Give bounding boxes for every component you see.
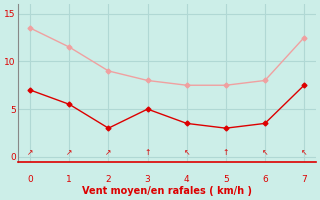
- Text: ↑: ↑: [144, 148, 151, 157]
- Text: ↖: ↖: [262, 148, 268, 157]
- X-axis label: Vent moyen/en rafales ( km/h ): Vent moyen/en rafales ( km/h ): [82, 186, 252, 196]
- Text: ↑: ↑: [223, 148, 229, 157]
- Text: ↖: ↖: [301, 148, 307, 157]
- Text: ↖: ↖: [183, 148, 190, 157]
- Text: ↗: ↗: [27, 148, 33, 157]
- Text: ↗: ↗: [105, 148, 112, 157]
- Text: ↗: ↗: [66, 148, 73, 157]
